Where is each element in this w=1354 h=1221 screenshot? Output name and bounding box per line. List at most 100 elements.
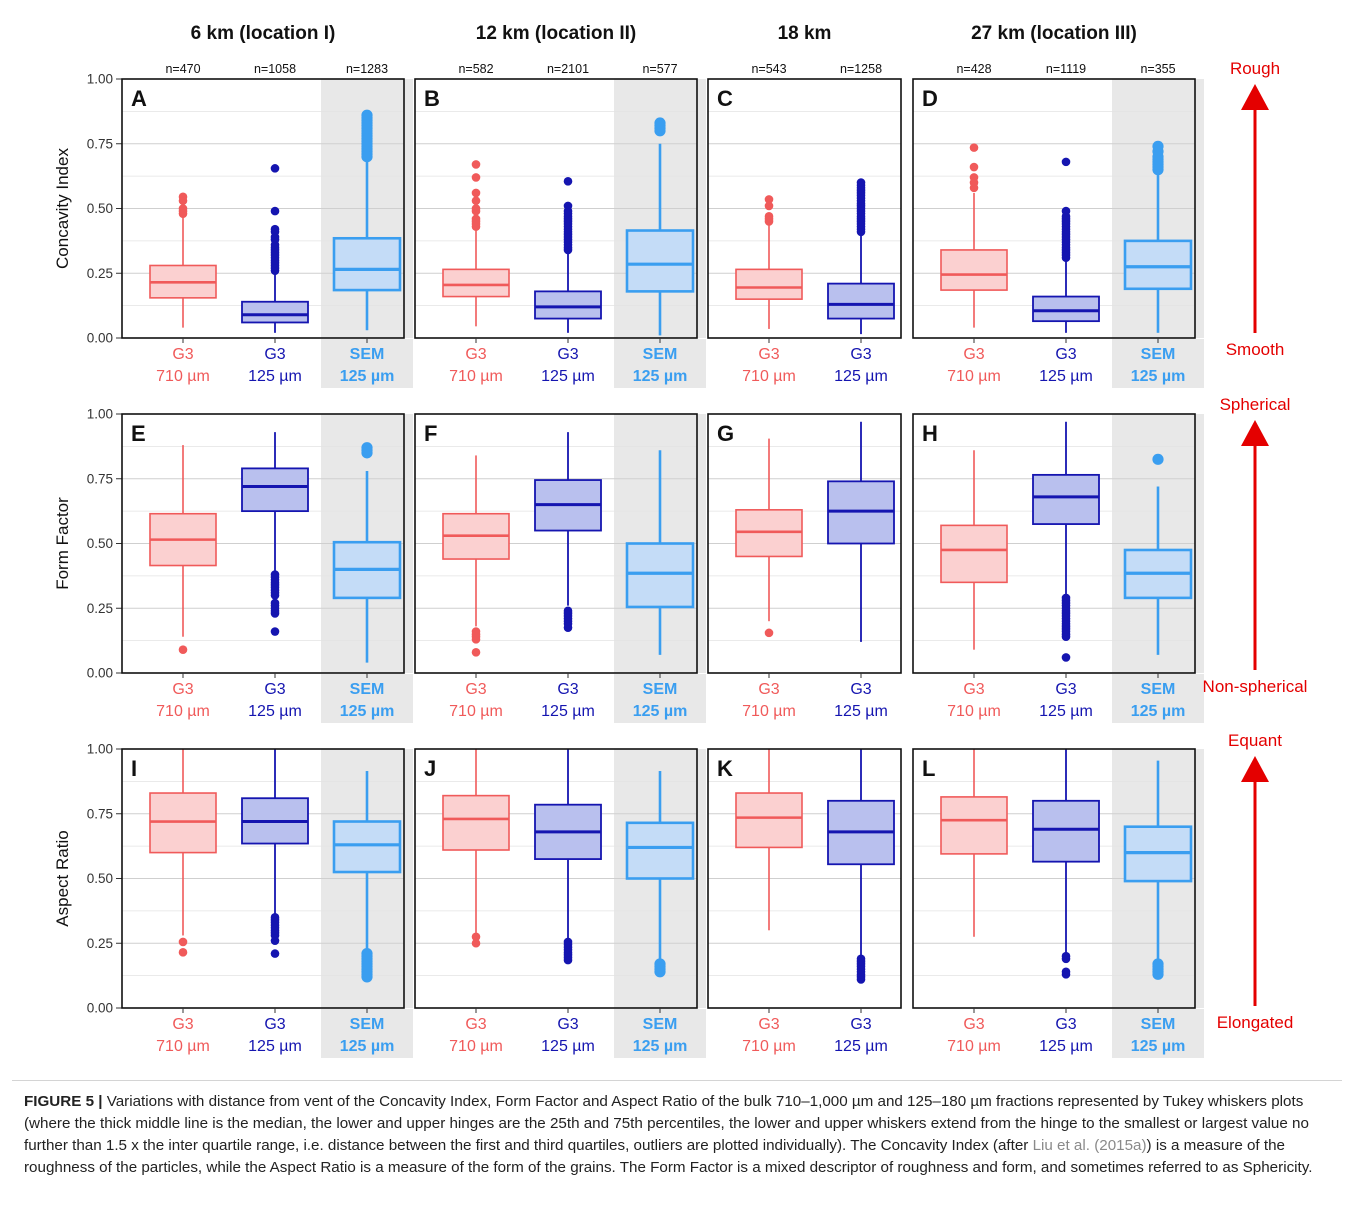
x-category-sublabel: 125 µm <box>1131 1038 1186 1055</box>
panel-frame <box>707 413 902 674</box>
box-plot <box>332 771 402 983</box>
box-plot <box>332 109 402 331</box>
y-tick-label: 0.75 <box>87 806 113 821</box>
outlier-point <box>471 160 481 169</box>
box-plot <box>149 192 217 328</box>
x-category-sublabel: 125 µm <box>1131 368 1186 385</box>
outlier-point <box>471 627 481 636</box>
y-tick-label: 0.75 <box>87 136 113 151</box>
outlier-point <box>1061 967 1071 977</box>
x-category-label: G3 <box>465 346 486 363</box>
box-plot <box>332 442 402 663</box>
y-tick-label: 1.00 <box>87 742 113 757</box>
x-category-sublabel: 125 µm <box>248 1038 302 1055</box>
box-plot <box>149 749 217 957</box>
arrow-bottom-label: Non-spherical <box>1203 677 1308 696</box>
outlier-point <box>471 647 481 657</box>
outlier-point <box>654 958 666 970</box>
column-title: 12 km (location II) <box>476 23 636 44</box>
box-plot <box>735 195 803 329</box>
iqr-box <box>625 542 695 609</box>
box-plot <box>534 177 602 333</box>
panel-letter: G <box>717 421 734 446</box>
y-tick-label: 0.00 <box>87 331 113 346</box>
outlier-point <box>471 932 481 942</box>
x-category-label: G3 <box>557 681 578 698</box>
panel-frame <box>912 748 1196 1009</box>
sem-label-shade <box>1112 339 1204 388</box>
x-category-sublabel: 125 µm <box>541 368 595 385</box>
outlier-point <box>563 937 573 947</box>
x-category-label: SEM <box>643 346 678 363</box>
y-tick-label: 0.00 <box>87 1001 113 1016</box>
outlier-point <box>361 109 373 121</box>
outlier-point <box>270 164 280 173</box>
x-category-label: G3 <box>758 681 779 698</box>
outlier-point <box>270 627 280 636</box>
outlier-point <box>270 206 280 216</box>
y-tick-label: 0.50 <box>87 871 113 886</box>
y-tick-label: 1.00 <box>87 72 113 87</box>
box-plot <box>827 178 895 335</box>
sample-count: n=1283 <box>346 62 388 76</box>
figure-5-boxplot-grid: 6 km (location I) n=470 n=1058 n=1283 12 km … <box>53 23 1308 1058</box>
box-plot <box>1032 421 1100 662</box>
x-category-label: G3 <box>758 1016 779 1033</box>
outlier-point <box>764 211 774 221</box>
y-axis-title: Aspect Ratio <box>53 830 72 926</box>
iqr-box <box>442 268 510 298</box>
y-tick-label: 0.50 <box>87 201 113 216</box>
outlier-point <box>361 442 373 454</box>
sample-count: n=577 <box>642 62 677 76</box>
outlier-point <box>471 214 481 224</box>
outlier-point <box>471 173 481 182</box>
x-category-sublabel: 125 µm <box>248 368 302 385</box>
x-category-label: G3 <box>963 681 984 698</box>
x-category-sublabel: 125 µm <box>1131 703 1186 720</box>
x-category-sublabel: 125 µm <box>1039 1038 1093 1055</box>
iqr-box <box>735 792 803 849</box>
sample-count: n=2101 <box>547 62 589 76</box>
iqr-box <box>940 249 1008 291</box>
outlier-point <box>1152 958 1164 970</box>
x-category-sublabel: 125 µm <box>834 703 888 720</box>
sem-label-shade <box>1112 1009 1204 1058</box>
x-category-sublabel: 125 µm <box>1039 368 1093 385</box>
panel-frame <box>121 748 405 1009</box>
caption-lead: FIGURE 5 | <box>24 1093 103 1110</box>
x-category-sublabel: 125 µm <box>340 1038 395 1055</box>
x-category-label: G3 <box>850 681 871 698</box>
outlier-point <box>969 173 979 182</box>
x-category-sublabel: 710 µm <box>947 703 1001 720</box>
panel-letter: I <box>131 756 137 781</box>
sample-count: n=1258 <box>840 62 882 76</box>
panel-frame <box>912 78 1196 339</box>
outlier-point <box>1152 140 1164 152</box>
outlier-point <box>1152 453 1164 465</box>
x-category-sublabel: 710 µm <box>947 1038 1001 1055</box>
arrow-top-label: Equant <box>1228 731 1282 750</box>
x-category-sublabel: 125 µm <box>633 703 688 720</box>
outlier-point <box>1061 157 1071 167</box>
outlier-point <box>178 937 188 947</box>
sample-count: n=1058 <box>254 62 296 76</box>
x-category-sublabel: 125 µm <box>340 368 395 385</box>
outlier-point <box>1061 206 1071 216</box>
y-tick-label: 0.50 <box>87 536 113 551</box>
direction-arrow-head <box>1241 420 1269 446</box>
iqr-box <box>241 467 309 513</box>
outlier-point <box>764 201 774 211</box>
x-category-sublabel: 125 µm <box>340 703 395 720</box>
sem-label-shade <box>321 1009 413 1058</box>
outlier-point <box>270 913 280 922</box>
x-category-label: G3 <box>557 1016 578 1033</box>
sample-count: n=582 <box>458 62 493 76</box>
x-category-label: G3 <box>1055 1016 1076 1033</box>
iqr-box <box>332 820 402 874</box>
sem-label-shade <box>321 339 413 388</box>
x-category-label: G3 <box>963 1016 984 1033</box>
x-category-sublabel: 125 µm <box>1039 703 1093 720</box>
outlier-point <box>969 143 979 152</box>
outlier-point <box>1061 951 1071 961</box>
caption-citation-link[interactable]: Liu et al. (2015a) <box>1032 1137 1147 1154</box>
